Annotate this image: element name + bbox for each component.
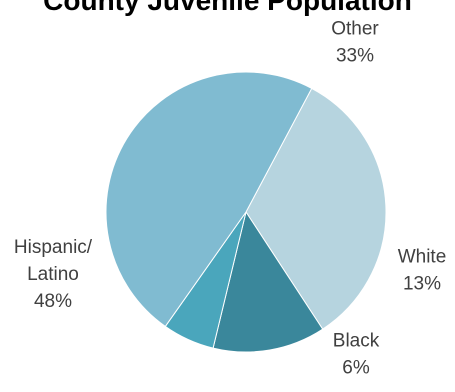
slice-label-hispanic-latino: Hispanic/Latino 48% <box>14 237 93 312</box>
slice-label-black: Black 6% <box>333 331 380 379</box>
slice-label-other: Other 33% <box>331 19 379 67</box>
pie-slice-other <box>245 87 387 330</box>
pie-slice-hispanic-latino <box>105 71 313 328</box>
chart-title: County Juvenile Population <box>43 0 412 16</box>
pie-slice-white <box>212 210 324 353</box>
slice-label-white: White 13% <box>398 247 447 295</box>
